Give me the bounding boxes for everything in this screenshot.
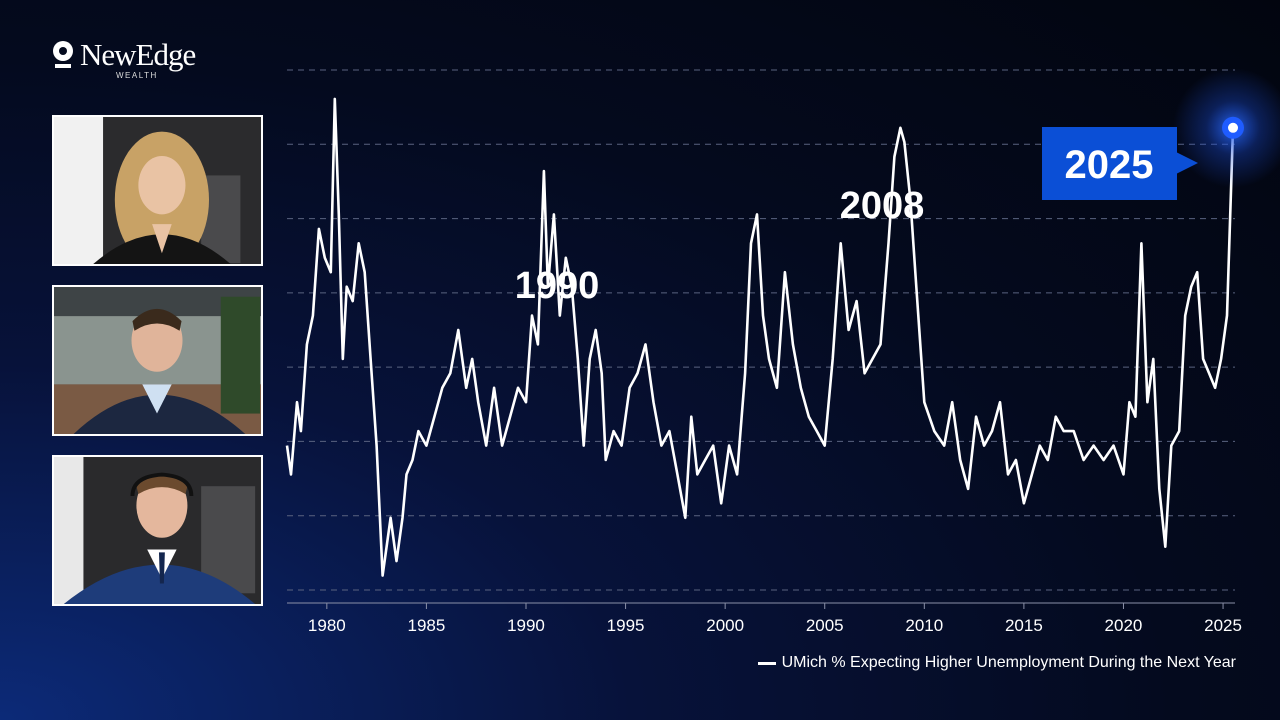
x-tick-label: 2005 [806, 616, 844, 635]
annotation-2008: 2008 [840, 185, 925, 227]
x-tick-label: 1995 [607, 616, 645, 635]
brand-name: NewEdge [80, 37, 196, 72]
annotation-1990: 1990 [515, 265, 600, 307]
gridlines [287, 69, 1235, 591]
x-tick-label: 2010 [905, 616, 943, 635]
x-tick-label: 2015 [1005, 616, 1043, 635]
x-tick-label: 2025 [1204, 616, 1242, 635]
series-line [285, 97, 1235, 577]
participant-video [54, 117, 261, 264]
x-tick-label: 1985 [407, 616, 445, 635]
annotation-2025: 2025 [1065, 143, 1154, 187]
x-tick-label: 2020 [1105, 616, 1143, 635]
participant-video [54, 457, 261, 604]
video-tile-2[interactable] [52, 285, 263, 436]
video-tile-1[interactable] [52, 115, 263, 266]
video-tile-3[interactable] [52, 455, 263, 606]
callout-box [1042, 127, 1177, 200]
annotations: 1990 2008 2025 [515, 67, 1280, 307]
brand-sub: WEALTH [116, 71, 158, 80]
x-tick-label: 1990 [507, 616, 545, 635]
x-tick-label: 2000 [706, 616, 744, 635]
legend-label: UMich % Expecting Higher Unemployment Du… [781, 654, 1236, 671]
participant-video [54, 287, 261, 434]
x-axis-ticks: 1980 1985 1990 1995 2000 2005 2010 2015 2020 2025 [308, 603, 1242, 635]
legend-swatch [757, 661, 776, 665]
x-tick-label: 1980 [308, 616, 346, 635]
latest-point-center [1228, 122, 1239, 133]
legend: UMich % Expecting Higher Unemployment Du… [757, 654, 1236, 672]
location-pin-icon [53, 41, 73, 68]
brand-logo: NewEdge WEALTH [52, 37, 196, 80]
callout-pointer [1176, 152, 1198, 174]
